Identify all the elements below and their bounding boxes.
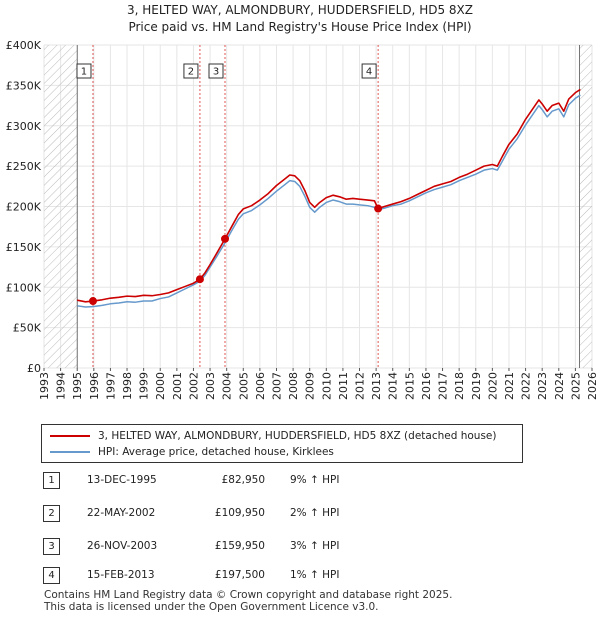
sale-label-frame (208, 63, 224, 79)
sale-label-text: 1 (81, 67, 87, 78)
chart-title: 3, HELTED WAY, ALMONDBURY, HUDDERSFIELD,… (127, 3, 473, 17)
x-tick-label: 2022 (520, 372, 533, 400)
y-tick-label: £0 (27, 362, 41, 375)
x-tick-label: 2007 (270, 372, 283, 400)
y-tick-label: £150K (6, 241, 42, 254)
legend-swatch-property (50, 435, 90, 437)
sale-hpi-diff: 2% ↑ HPI (290, 507, 340, 519)
x-tick-label: 2023 (536, 372, 549, 400)
x-tick-label: 2024 (553, 372, 566, 400)
sale-hpi-diff: 3% ↑ HPI (290, 540, 340, 552)
legend-label-hpi: HPI: Average price, detached house, Kirk… (98, 446, 334, 458)
x-tick-label: 1998 (121, 372, 134, 400)
sale-label-text: 4 (366, 67, 372, 78)
x-tick-label: 2000 (154, 372, 167, 400)
x-tick-label: 2008 (287, 372, 300, 400)
sale-label-text: 2 (188, 67, 194, 78)
x-tick-label: 2006 (254, 372, 267, 400)
legend: 3, HELTED WAY, ALMONDBURY, HUDDERSFIELD,… (41, 424, 523, 463)
sale-price: £159,950 (214, 540, 265, 552)
x-tick-label: 2003 (204, 372, 217, 400)
sale-label-box: 1 (76, 63, 92, 79)
x-tick-label: 2026 (586, 372, 599, 400)
sale-date: 26-NOV-2003 (87, 540, 158, 552)
legend-item-property: 3, HELTED WAY, ALMONDBURY, HUDDERSFIELD,… (50, 429, 496, 443)
x-tick-label: 2009 (304, 372, 317, 400)
x-tick-label: 1999 (138, 372, 151, 400)
x-tick-label: 2004 (221, 372, 234, 400)
x-tick-label: 1993 (38, 372, 51, 400)
x-tick-label: 2025 (569, 372, 582, 400)
y-tick-label: £250K (6, 160, 42, 173)
sale-date: 22-MAY-2002 (87, 507, 156, 519)
sale-date: 15-FEB-2013 (87, 569, 155, 581)
sale-label-frame (183, 63, 199, 79)
x-tick-label: 2001 (171, 372, 184, 400)
chart-subtitle: Price paid vs. HM Land Registry's House … (128, 20, 472, 34)
sale-label-frame (76, 63, 92, 79)
footer-licence: This data is licensed under the Open Gov… (44, 601, 379, 613)
y-tick-label: £400K (6, 39, 42, 52)
table-row: 4 15-FEB-2013 £197,500 1% ↑ HPI (40, 567, 440, 584)
sale-number: 1 (43, 472, 60, 489)
table-row: 1 13-DEC-1995 £82,950 9% ↑ HPI (40, 472, 440, 489)
x-tick-label: 2016 (420, 372, 433, 400)
x-tick-label: 2015 (403, 372, 416, 400)
x-tick-label: 2013 (370, 372, 383, 400)
sale-date: 13-DEC-1995 (87, 474, 157, 486)
sale-number: 2 (43, 505, 60, 522)
y-tick-label: £200K (6, 201, 42, 214)
x-tick-label: 1996 (88, 372, 101, 400)
price-chart: 1 2 3 4 £0 £50K £100K £150K £200K £250K £300K £350… (6, 39, 599, 400)
legend-swatch-hpi (50, 451, 90, 453)
x-tick-label: 2014 (387, 372, 400, 400)
sale-label-box: 4 (361, 63, 377, 79)
sale-point (374, 204, 383, 213)
y-tick-label: £300K (6, 120, 42, 133)
x-tick-label: 1995 (71, 372, 84, 400)
x-tick-label: 1994 (55, 372, 68, 400)
sale-point (88, 297, 97, 306)
x-tick-label: 2020 (486, 372, 499, 400)
x-tick-label: 2018 (453, 372, 466, 400)
sale-label-box: 2 (183, 63, 199, 79)
hatched-region (44, 45, 78, 368)
sale-number: 4 (43, 567, 60, 584)
x-tick-label: 2021 (503, 372, 516, 400)
table-row: 2 22-MAY-2002 £109,950 2% ↑ HPI (40, 505, 440, 522)
sale-price: £82,950 (221, 474, 265, 486)
sale-hpi-diff: 9% ↑ HPI (290, 474, 340, 486)
hatched-region (579, 45, 592, 368)
y-tick-label: £350K (6, 79, 42, 92)
series-line-property (77, 88, 581, 303)
y-tick-label: £50K (13, 322, 42, 335)
x-tick-label: 2011 (337, 372, 350, 400)
x-tick-label: 2019 (470, 372, 483, 400)
sale-point (221, 234, 230, 243)
sale-price: £197,500 (214, 569, 265, 581)
sale-point (195, 275, 204, 284)
sale-hpi-diff: 1% ↑ HPI (290, 569, 340, 581)
x-tick-label: 2002 (187, 372, 200, 400)
legend-item-hpi: HPI: Average price, detached house, Kirk… (50, 445, 334, 459)
sale-label-box: 3 (208, 63, 224, 79)
table-row: 3 26-NOV-2003 £159,950 3% ↑ HPI (40, 538, 440, 555)
sale-number: 3 (43, 538, 60, 555)
sale-label-frame (361, 63, 377, 79)
x-tick-label: 2005 (237, 372, 250, 400)
x-tick-label: 2012 (354, 372, 367, 400)
legend-label-property: 3, HELTED WAY, ALMONDBURY, HUDDERSFIELD,… (98, 430, 497, 442)
x-tick-label: 2017 (437, 372, 450, 400)
series-line-hpi (77, 94, 581, 308)
y-tick-label: £100K (6, 281, 42, 294)
sale-price: £109,950 (214, 507, 265, 519)
sale-label-text: 3 (213, 67, 219, 78)
x-tick-label: 2010 (320, 372, 333, 400)
x-tick-label: 1997 (104, 372, 117, 400)
footer-copyright: Contains HM Land Registry data © Crown c… (44, 589, 453, 601)
